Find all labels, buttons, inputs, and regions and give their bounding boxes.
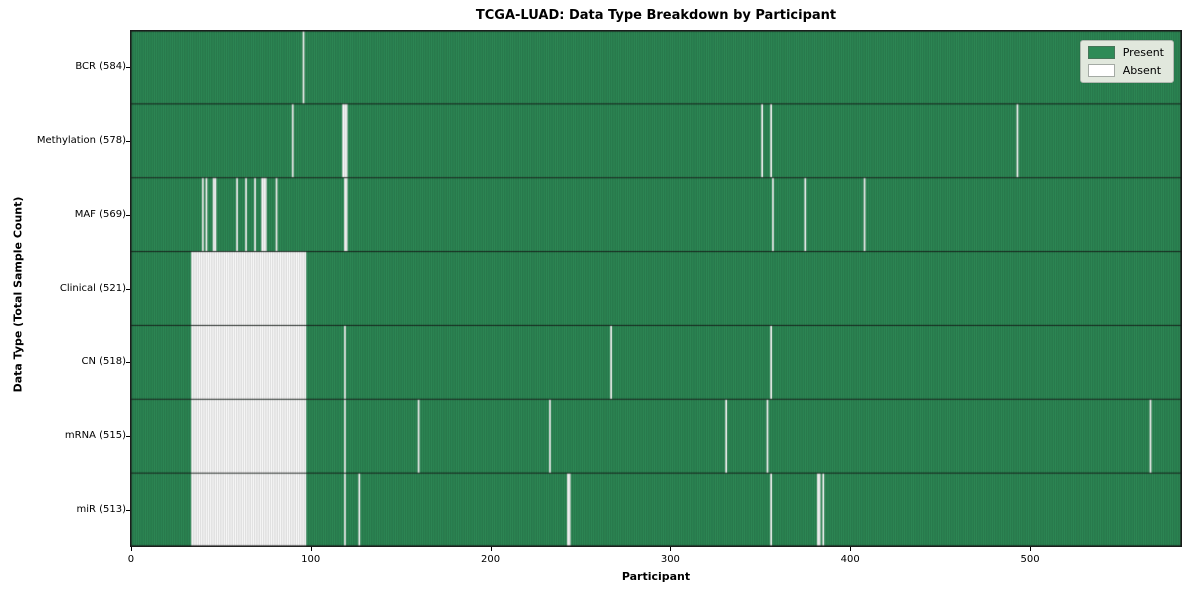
x-tick-mark bbox=[1030, 547, 1032, 551]
x-tick-label: 200 bbox=[481, 554, 501, 565]
heatmap-canvas bbox=[130, 30, 1182, 547]
y-tick-label: Methylation (578) bbox=[36, 134, 126, 146]
legend-label: Absent bbox=[1122, 64, 1162, 77]
x-tick-mark bbox=[670, 547, 672, 551]
chart-title: TCGA-LUAD: Data Type Breakdown by Partic… bbox=[475, 8, 837, 23]
y-tick-mark bbox=[126, 436, 130, 438]
x-tick-label: 0 bbox=[127, 554, 135, 565]
x-tick-label: 400 bbox=[840, 554, 860, 565]
y-tick-label: CN (518) bbox=[81, 356, 126, 368]
y-tick-label: Clinical (521) bbox=[59, 282, 126, 294]
legend: Present Absent bbox=[1079, 40, 1174, 83]
legend-item: Present bbox=[1087, 46, 1164, 59]
y-tick-labels: BCR (584) Methylation (578) MAF (569) Clini… bbox=[0, 0, 130, 600]
legend-swatch-absent bbox=[1087, 64, 1115, 77]
y-tick-mark bbox=[126, 510, 130, 512]
x-tick-mark bbox=[850, 547, 852, 551]
x-tick-mark bbox=[310, 547, 312, 551]
y-tick-label: MAF (569) bbox=[74, 208, 126, 220]
plot-area: Present Absent bbox=[130, 30, 1182, 547]
x-tick-mark bbox=[130, 547, 132, 551]
y-tick-label: BCR (584) bbox=[75, 60, 126, 72]
x-axis-title: Participant bbox=[621, 570, 691, 583]
y-tick-mark bbox=[126, 214, 130, 216]
legend-swatch-present bbox=[1087, 46, 1115, 59]
y-tick-label: miR (513) bbox=[76, 504, 126, 516]
x-tick-label: 500 bbox=[1020, 554, 1040, 565]
y-tick-label: mRNA (515) bbox=[64, 430, 126, 442]
y-tick-mark bbox=[126, 362, 130, 364]
y-tick-mark bbox=[126, 66, 130, 68]
legend-item: Absent bbox=[1087, 64, 1164, 77]
legend-label: Present bbox=[1122, 46, 1164, 59]
y-tick-mark bbox=[126, 140, 130, 142]
x-tick-label: 300 bbox=[660, 554, 680, 565]
x-tick-label: 100 bbox=[301, 554, 321, 565]
y-tick-mark bbox=[126, 288, 130, 290]
x-tick-mark bbox=[490, 547, 492, 551]
